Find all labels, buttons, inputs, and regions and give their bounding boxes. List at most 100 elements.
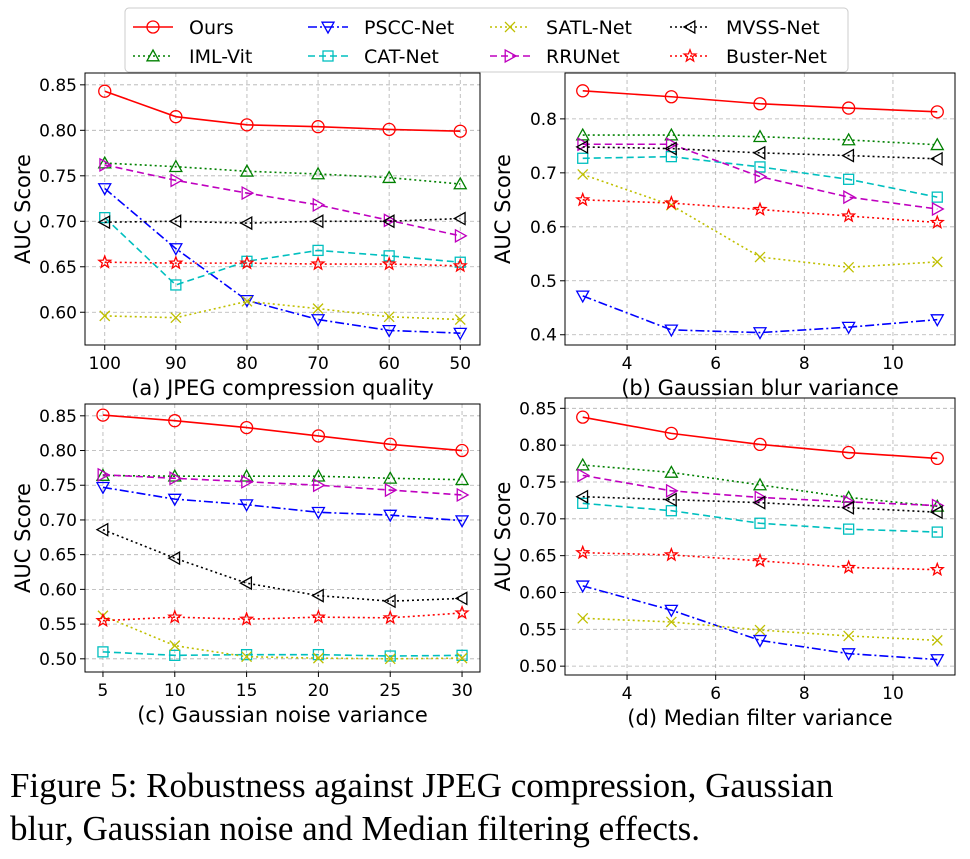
marker bbox=[754, 251, 766, 263]
marker bbox=[577, 612, 589, 624]
y-tick-label: 0.5 bbox=[530, 272, 557, 292]
marker bbox=[504, 21, 516, 33]
marker bbox=[95, 612, 111, 628]
marker bbox=[665, 137, 679, 152]
x-tick-label: 8 bbox=[799, 684, 810, 704]
marker bbox=[312, 478, 326, 493]
marker bbox=[97, 646, 109, 658]
marker bbox=[754, 624, 766, 636]
marker bbox=[454, 472, 470, 486]
marker bbox=[383, 509, 398, 523]
marker bbox=[454, 604, 470, 620]
marker bbox=[752, 634, 768, 648]
series-line bbox=[582, 143, 938, 210]
marker bbox=[240, 648, 253, 661]
marker bbox=[575, 489, 589, 504]
marker bbox=[454, 515, 470, 528]
x-tick-label: 100 bbox=[89, 354, 121, 374]
marker bbox=[843, 190, 856, 205]
marker bbox=[754, 169, 768, 184]
marker bbox=[930, 105, 944, 119]
marker bbox=[752, 552, 768, 568]
series-line bbox=[104, 217, 461, 224]
marker bbox=[95, 481, 111, 495]
marker bbox=[169, 649, 181, 661]
marker bbox=[665, 505, 678, 517]
series bbox=[575, 139, 943, 166]
series-line bbox=[582, 585, 938, 661]
marker bbox=[752, 201, 768, 217]
x-tick-label: 15 bbox=[236, 681, 258, 701]
x-tick-label: 10 bbox=[882, 684, 904, 704]
marker bbox=[239, 255, 255, 270]
marker bbox=[841, 101, 856, 115]
marker bbox=[664, 604, 679, 618]
marker bbox=[929, 561, 945, 577]
series-line bbox=[582, 502, 938, 533]
marker bbox=[168, 159, 183, 173]
marker bbox=[664, 90, 679, 104]
marker bbox=[665, 483, 679, 498]
y-tick-label: 0.50 bbox=[39, 650, 77, 670]
legend-label: IML-Vit bbox=[189, 46, 252, 68]
series bbox=[98, 84, 467, 138]
y-tick-label: 0.85 bbox=[519, 399, 557, 419]
x-tick-label: 70 bbox=[307, 354, 329, 374]
marker bbox=[322, 50, 334, 62]
marker bbox=[664, 465, 679, 478]
marker bbox=[381, 255, 397, 271]
marker bbox=[754, 517, 766, 529]
x-tick-label: 5 bbox=[98, 681, 109, 701]
marker bbox=[663, 546, 680, 562]
marker bbox=[239, 576, 253, 591]
y-tick-label: 0.75 bbox=[39, 476, 77, 496]
y-tick-label: 0.70 bbox=[519, 510, 557, 530]
series-line bbox=[102, 486, 463, 522]
marker bbox=[930, 654, 945, 667]
marker bbox=[575, 544, 591, 560]
x-tick-label: 80 bbox=[236, 354, 258, 374]
marker bbox=[382, 609, 398, 625]
marker bbox=[383, 311, 395, 323]
marker bbox=[840, 559, 857, 574]
x-tick-label: 50 bbox=[449, 354, 471, 374]
marker bbox=[310, 609, 327, 624]
marker bbox=[841, 321, 856, 335]
marker bbox=[456, 649, 468, 661]
series-line bbox=[582, 155, 938, 198]
marker bbox=[753, 437, 767, 452]
series bbox=[576, 84, 944, 119]
marker bbox=[311, 468, 326, 482]
series-line bbox=[582, 416, 938, 460]
marker bbox=[664, 492, 677, 507]
series-line bbox=[582, 617, 938, 642]
x-tick-label: 6 bbox=[710, 354, 721, 374]
marker bbox=[931, 256, 943, 268]
marker bbox=[664, 324, 679, 338]
marker bbox=[453, 124, 467, 138]
marker bbox=[752, 327, 768, 340]
y-tick-label: 0.80 bbox=[39, 121, 77, 141]
marker bbox=[169, 640, 181, 652]
marker bbox=[843, 494, 856, 509]
marker bbox=[577, 152, 589, 164]
marker bbox=[452, 257, 468, 273]
marker bbox=[930, 314, 945, 327]
x-axis-label: (d) Median filter variance bbox=[627, 706, 892, 730]
axes-frame bbox=[84, 403, 481, 673]
marker bbox=[575, 457, 590, 471]
x-axis-label: (b) Gaussian blur variance bbox=[621, 376, 899, 400]
marker bbox=[931, 191, 943, 203]
marker bbox=[96, 408, 110, 422]
series bbox=[575, 290, 945, 340]
series-line bbox=[582, 146, 938, 160]
marker bbox=[312, 652, 324, 664]
marker bbox=[454, 228, 468, 243]
marker bbox=[312, 197, 326, 213]
marker bbox=[453, 327, 468, 341]
marker bbox=[167, 551, 181, 566]
legend-label: CAT-Net bbox=[364, 46, 439, 68]
marker bbox=[455, 443, 469, 458]
y-tick-label: 0.65 bbox=[519, 547, 557, 567]
